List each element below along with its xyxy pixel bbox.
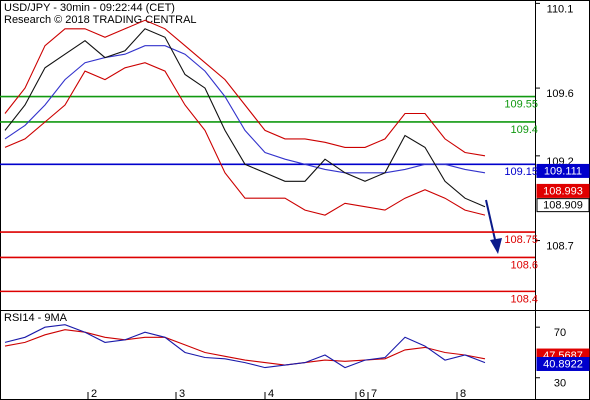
- y-tick-label: 30: [554, 378, 566, 390]
- level-label: 108.4: [510, 293, 538, 305]
- y-tick-label: 108.7: [546, 240, 574, 252]
- forecast-arrowhead: [490, 238, 502, 254]
- x-tick-label: 3: [179, 388, 185, 400]
- value-tag: [536, 356, 590, 371]
- x-tick-label: 2: [91, 388, 97, 400]
- level-label: 109.4: [510, 124, 538, 136]
- level-label: 109.55: [504, 98, 538, 110]
- y-tick-label: 70: [554, 327, 566, 339]
- series-line: [4, 45, 486, 174]
- series-line: [4, 324, 486, 369]
- chart-subtitle: Research © 2018 TRADING CENTRAL: [4, 14, 197, 26]
- level-label: 108.6: [510, 259, 538, 271]
- value-tag: [536, 183, 590, 198]
- x-tick-label: 4: [268, 388, 274, 400]
- level-label: 108.75: [504, 234, 538, 246]
- value-tag-label: 40.8922: [543, 358, 583, 370]
- level-label: 109.15: [504, 166, 538, 178]
- value-tag-label: 108.909: [543, 200, 583, 212]
- series-line: [4, 62, 486, 216]
- x-tick-label: 8: [460, 388, 466, 400]
- y-tick-label: 109.6: [546, 88, 574, 100]
- series-line: [4, 28, 486, 208]
- forecast-arrow: [485, 199, 497, 245]
- value-tag-label: 109.111: [544, 165, 582, 177]
- value-tag: [536, 198, 590, 213]
- series-line: [4, 19, 486, 157]
- rsi-title: RSI14 - 9MA: [4, 312, 68, 324]
- value-tag: [536, 163, 590, 178]
- x-tick-label: 6: [359, 388, 365, 400]
- value-tag-label: 108.993: [543, 185, 583, 197]
- chart-title: USD/JPY - 30min - 09:22:44 (CET): [4, 2, 175, 14]
- y-tick-label: 110.1: [547, 3, 574, 15]
- x-tick-label: 7: [371, 388, 377, 400]
